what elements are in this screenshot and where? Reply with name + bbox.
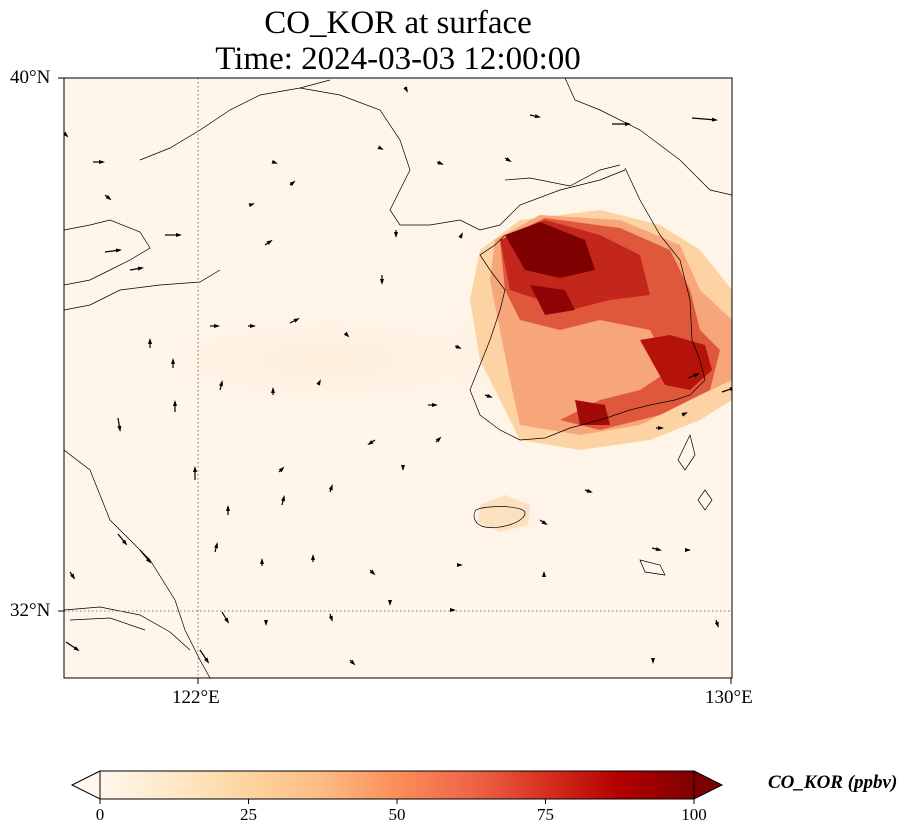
wind-arrow-head [271,387,275,393]
wind-arrow-head [121,539,128,546]
wind-arrow-head [117,425,122,432]
colorbar-tick-0: 0 [95,805,105,824]
wind-arrow [691,117,717,121]
wind-arrow [721,388,732,393]
colorbar-tick-75: 75 [537,805,554,824]
wind-arrow-head [173,400,177,406]
wind-arrow-head [171,358,175,364]
wind-arrow-head [260,558,264,564]
wind-arrow-head [377,145,384,150]
wind-arrow-head [248,203,255,208]
colorbar-tick-50: 50 [388,805,406,824]
colorbar-extend-high [693,770,724,800]
lon-label-122e: 122°E [172,687,220,708]
axis-ticks [58,77,732,684]
wind-arrow-head [729,387,732,392]
wind-arrow-head [586,488,593,493]
wind-arrow-head [388,600,392,606]
wind-arrow-head [685,548,691,552]
colorbar-label: CO_KOR (ppbv) [768,772,898,793]
wind-arrow-head [505,157,512,163]
wind-arrow-head [278,466,285,473]
wind-arrow-head [658,426,664,430]
wind-arrow-head [311,554,315,560]
wind-arrow-head [534,114,541,119]
wind-arrow-head [367,440,374,446]
wind-arrow-head [289,180,296,186]
wind-arrow-head [343,331,350,338]
lat-label-32n: 32°N [10,600,51,621]
wind-arrow-head [651,658,655,664]
wind-arrow-head [105,194,112,201]
wind-arrow-head [145,557,152,564]
wind-arrow-head [214,324,220,328]
wind-arrow-head [316,379,321,386]
gridlines [64,78,732,678]
wind-arrow-head [711,117,718,122]
wind-arrow-head [204,657,210,664]
wind-arrow-head [450,608,456,612]
wind-arrow-head [137,266,144,271]
colorbar-tick-100: 100 [681,805,707,824]
map-border [63,77,733,679]
wind-arrow-head [655,547,662,551]
wind-arrow-head [394,232,398,238]
wind-arrow-head [457,563,463,567]
map-title-line-1: CO_KOR at surface [264,5,532,41]
wind-arrow-head [432,403,438,407]
colorbar [70,770,724,804]
lon-label-130e: 130°E [705,687,753,708]
wind-arrow-head [250,324,256,328]
wind-arrow-head [328,484,333,491]
wind-arrow-head [224,617,230,624]
colorbar-extend-low [70,770,101,800]
wind-arrow-head [293,318,300,323]
wind-arrow-head [455,344,462,349]
wind-arrow-head [176,233,182,237]
wind-arrow-head [64,131,69,138]
colorbar-gradient [100,771,694,799]
wind-arrow-head [435,436,442,443]
wind-arrow-head [681,412,688,417]
wind-arrow-head [73,646,80,652]
wind-arrow-head [219,380,223,387]
wind-arrow-head [541,520,548,526]
wind-arrow-head [369,569,376,576]
wind-arrow-head [542,571,546,577]
wind-arrow-head [115,248,122,253]
wind-arrow-head [264,620,268,626]
wind-arrow-head [214,542,218,549]
wind-arrow-head [328,615,333,622]
wind-vectors [64,86,732,666]
wind-arrow-head [271,159,278,164]
wind-arrow-head [193,466,197,472]
wind-arrow-head [458,232,463,239]
wind-arrow-head [437,160,444,165]
lat-label-40n: 40°N [10,67,51,88]
wind-arrow-head [403,86,408,93]
wind-arrow-head [70,573,76,580]
wind-arrow-head [380,279,384,285]
co-concentration-field [70,170,732,540]
wind-arrow-head [266,239,273,245]
wind-arrow-head [693,373,700,378]
wind-arrow-head [349,659,356,666]
wind-arrow-head [486,393,493,398]
map-title-line-2: Time: 2024-03-03 12:00:00 [215,41,581,77]
wind-arrow-head [281,495,285,502]
wind-arrow-head [401,465,405,471]
wind-arrow-head [148,338,152,344]
wind-arrow-head [714,621,719,628]
wind-arrow-head [625,122,631,126]
colorbar-tick-25: 25 [240,805,257,824]
wind-arrow-head [99,160,105,164]
wind-arrow-head [226,505,230,511]
